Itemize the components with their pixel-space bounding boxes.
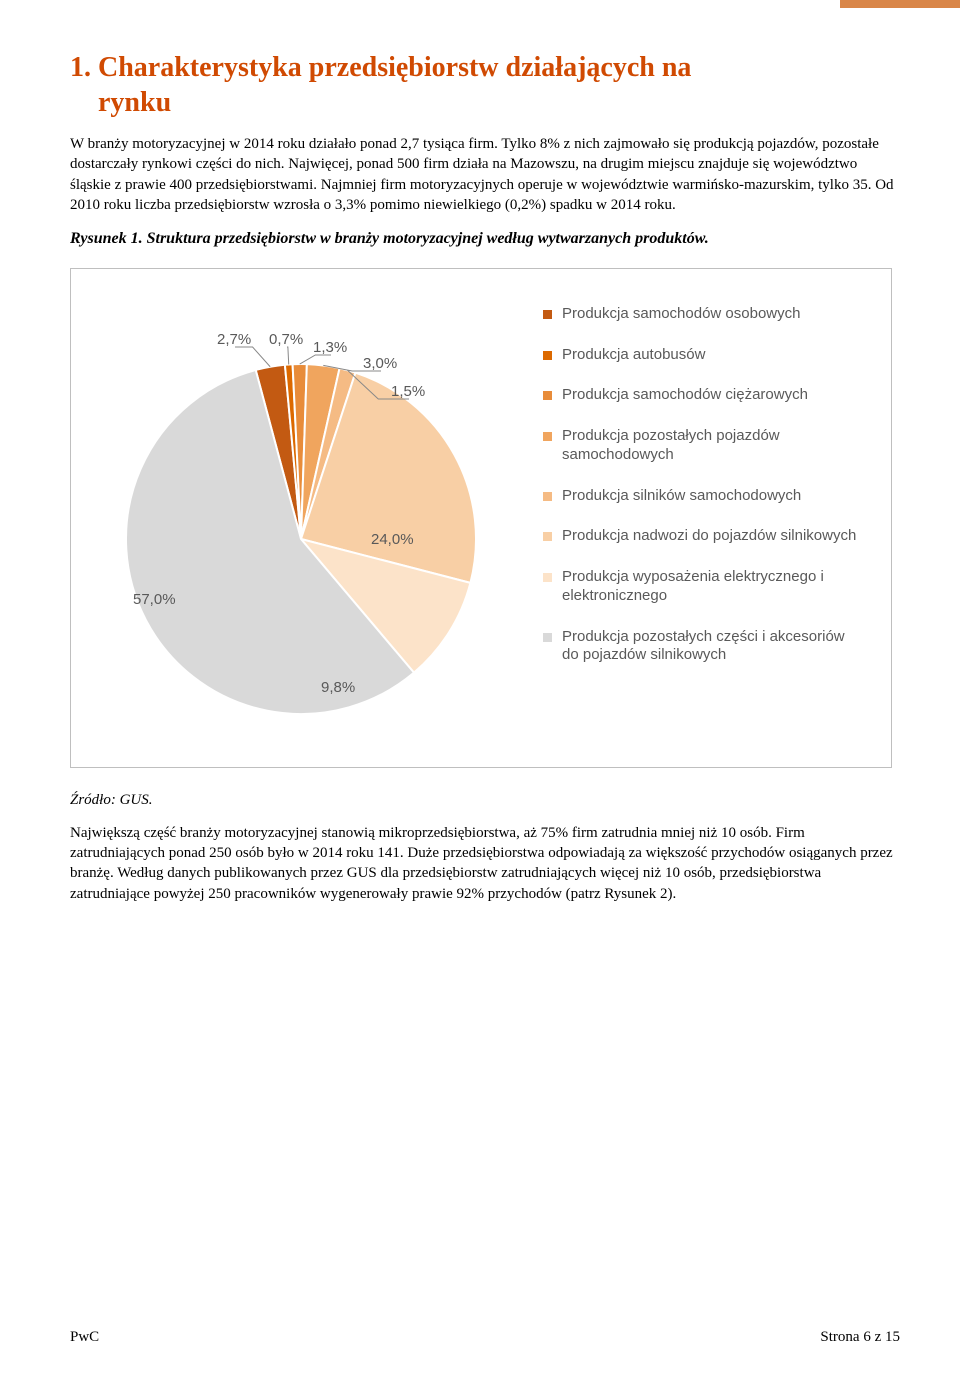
accent-bar xyxy=(840,0,960,8)
legend-label: Produkcja samochodów ciężarowych xyxy=(562,386,808,405)
pie-svg xyxy=(91,309,511,729)
footer-right: Strona 6 z 15 xyxy=(820,1329,900,1346)
section-heading: 1. Charakterystyka przedsiębiorstw dział… xyxy=(70,50,900,120)
legend-label: Produkcja silników samochodowych xyxy=(562,487,801,506)
figure-caption: Rysunek 1. Struktura przedsiębiorstw w b… xyxy=(70,229,900,250)
pie-chart-container: 2,7% 0,7% 1,3% 3,0% 1,5% 24,0% 9,8% 57,0% Produ… xyxy=(70,268,892,768)
pie-slice-label: 24,0% xyxy=(371,531,414,548)
legend-label: Produkcja pozostałych części i akcesorió… xyxy=(562,628,863,666)
analysis-paragraph: Największą część branży motoryzacyjnej s… xyxy=(70,823,900,904)
leader-line xyxy=(287,347,289,364)
legend-swatch xyxy=(543,310,552,319)
pie-slice-label: 2,7% xyxy=(217,331,251,348)
legend-swatch xyxy=(543,351,552,360)
pie-slice-label: 57,0% xyxy=(133,591,176,608)
pie-slice-label: 3,0% xyxy=(363,355,397,372)
legend-item: Produkcja autobusów xyxy=(543,346,863,365)
legend-item: Produkcja pozostałych części i akcesorió… xyxy=(543,628,863,666)
footer-left: PwC xyxy=(70,1329,99,1346)
page-footer: PwC Strona 6 z 15 xyxy=(70,1329,900,1346)
pie-chart: 2,7% 0,7% 1,3% 3,0% 1,5% 24,0% 9,8% 57,0% xyxy=(91,309,511,729)
legend-label: Produkcja nadwozi do pojazdów silnikowyc… xyxy=(562,527,856,546)
legend-label: Produkcja samochodów osobowych xyxy=(562,305,800,324)
legend-item: Produkcja wyposażenia elektrycznego i el… xyxy=(543,568,863,606)
legend-swatch xyxy=(543,432,552,441)
pie-slice-label: 0,7% xyxy=(269,331,303,348)
legend-swatch xyxy=(543,633,552,642)
source-label: Źródło: GUS. xyxy=(70,792,900,809)
legend-label: Produkcja wyposażenia elektrycznego i el… xyxy=(562,568,863,606)
heading-line1: 1. Charakterystyka przedsiębiorstw dział… xyxy=(70,52,691,83)
legend-swatch xyxy=(543,573,552,582)
legend-label: Produkcja autobusów xyxy=(562,346,705,365)
legend-item: Produkcja samochodów ciężarowych xyxy=(543,386,863,405)
legend-swatch xyxy=(543,532,552,541)
legend-item: Produkcja nadwozi do pojazdów silnikowyc… xyxy=(543,527,863,546)
intro-paragraph: W branży motoryzacyjnej w 2014 roku dzia… xyxy=(70,134,900,215)
legend-item: Produkcja silników samochodowych xyxy=(543,487,863,506)
page-content: 1. Charakterystyka przedsiębiorstw dział… xyxy=(0,0,960,904)
legend-swatch xyxy=(543,391,552,400)
legend-label: Produkcja pozostałych pojazdów samochodo… xyxy=(562,427,863,465)
chart-legend: Produkcja samochodów osobowych Produkcja … xyxy=(543,305,863,687)
pie-slice-label: 1,5% xyxy=(391,383,425,400)
leader-line xyxy=(235,347,270,367)
legend-item: Produkcja pozostałych pojazdów samochodo… xyxy=(543,427,863,465)
pie-slice-label: 9,8% xyxy=(321,679,355,696)
heading-line2: rynku xyxy=(70,85,900,120)
legend-item: Produkcja samochodów osobowych xyxy=(543,305,863,324)
pie-slice-label: 1,3% xyxy=(313,339,347,356)
legend-swatch xyxy=(543,492,552,501)
leader-line xyxy=(300,355,331,364)
